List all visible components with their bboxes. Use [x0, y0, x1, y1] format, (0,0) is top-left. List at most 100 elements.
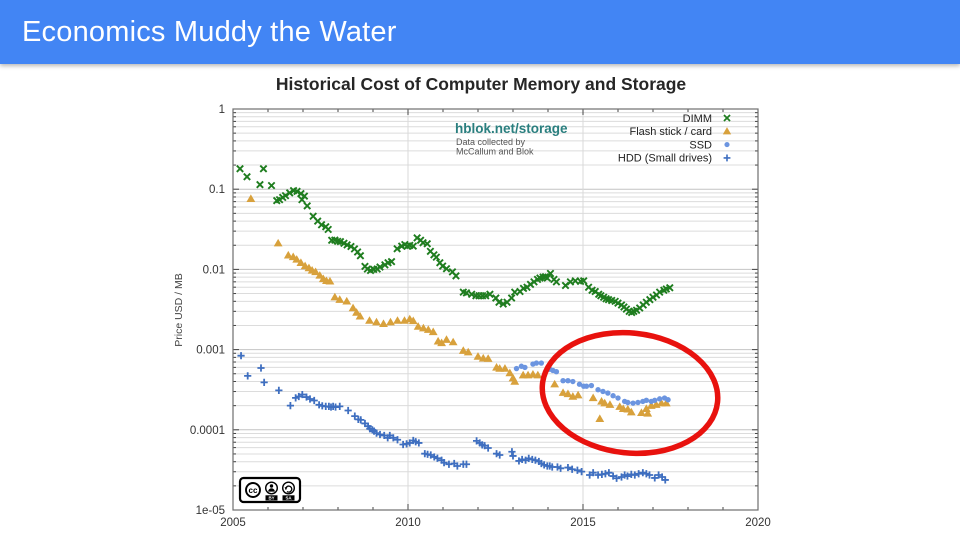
watermark-credit-line2: McCallum and Blok: [456, 147, 534, 157]
marker: [423, 325, 433, 333]
marker: [419, 323, 428, 332]
marker: [723, 114, 731, 122]
marker: [509, 452, 517, 460]
marker: [533, 370, 543, 379]
marker: [413, 322, 423, 330]
sa-arrowhead: [284, 487, 288, 490]
marker: [387, 257, 396, 266]
by-person-body: [268, 488, 275, 492]
marker: [452, 272, 460, 280]
x-tick-label: 2015: [570, 517, 596, 529]
marker: [543, 274, 552, 282]
marker: [393, 244, 402, 253]
marker: [342, 296, 352, 305]
marker: [500, 364, 510, 372]
marker: [605, 390, 611, 396]
marker: [393, 436, 402, 444]
marker: [499, 300, 508, 308]
marker: [448, 337, 458, 346]
marker: [315, 271, 325, 279]
marker: [573, 466, 582, 474]
marker: [577, 468, 586, 476]
marker: [275, 386, 283, 394]
marker: [325, 276, 335, 285]
y-tick-label: 0.0001: [190, 425, 225, 437]
marker: [550, 379, 560, 388]
marker: [605, 400, 615, 408]
highlight-ellipse: [539, 329, 721, 457]
marker: [408, 316, 418, 325]
plot-border: [232, 108, 759, 511]
marker: [237, 352, 245, 360]
marker: [595, 387, 601, 393]
data-series: [236, 164, 674, 484]
marker: [589, 469, 597, 477]
marker: [553, 369, 560, 375]
marker: [643, 397, 650, 404]
legend-label: Flash stick / card: [629, 126, 712, 138]
marker: [573, 390, 583, 399]
marker: [311, 267, 320, 276]
marker: [458, 346, 468, 354]
marker: [243, 172, 251, 181]
marker: [655, 288, 664, 297]
axis-labels: 2005 2010 2015 2020 1 0.1 0.01 0.001 0.0001 1e-05: [190, 104, 771, 529]
marker: [300, 192, 309, 200]
sa-label-box: [282, 495, 295, 501]
marker: [665, 283, 674, 292]
marker: [310, 396, 318, 405]
marker: [473, 352, 483, 360]
marker: [246, 194, 256, 202]
marker: [538, 360, 545, 366]
y-axis-title: Price USD / MB: [173, 273, 185, 347]
marker: [462, 288, 471, 297]
cc-logo-text: cc: [249, 486, 258, 495]
by-person-icon: [265, 481, 279, 495]
axis-ticks: [232, 108, 759, 511]
cc-logo-icon: [245, 482, 261, 498]
marker: [286, 402, 294, 410]
marker: [484, 444, 492, 452]
marker: [637, 408, 646, 416]
marker: [625, 399, 631, 406]
marker: [601, 470, 610, 478]
marker: [296, 258, 306, 266]
marker: [525, 454, 533, 462]
marker: [656, 396, 663, 402]
marker: [356, 251, 365, 260]
marker: [293, 187, 301, 196]
legend-label: HDD (Small drives): [618, 153, 712, 165]
marker: [722, 127, 732, 135]
marker: [635, 399, 641, 406]
by-label-box: [265, 495, 278, 501]
marker: [483, 354, 493, 362]
marker: [588, 382, 595, 389]
marker: [281, 191, 290, 200]
series-dimm: [236, 164, 674, 317]
sa-arrow-icon: [282, 481, 296, 495]
grid: [233, 109, 758, 510]
marker: [531, 456, 540, 464]
marker: [513, 365, 520, 372]
marker: [605, 469, 613, 477]
marker: [661, 476, 669, 484]
marker: [352, 308, 361, 316]
marker: [724, 142, 730, 148]
marker: [508, 448, 516, 456]
marker: [298, 390, 306, 399]
marker: [376, 430, 384, 439]
marker: [292, 255, 302, 263]
marker: [273, 238, 283, 247]
marker: [467, 290, 476, 299]
series-hdd-small-drives: [237, 352, 669, 484]
legend-label: SSD: [689, 139, 712, 151]
marker: [415, 439, 423, 447]
marker: [462, 460, 471, 468]
marker: [588, 393, 598, 402]
marker: [409, 242, 418, 251]
marker: [357, 416, 365, 424]
